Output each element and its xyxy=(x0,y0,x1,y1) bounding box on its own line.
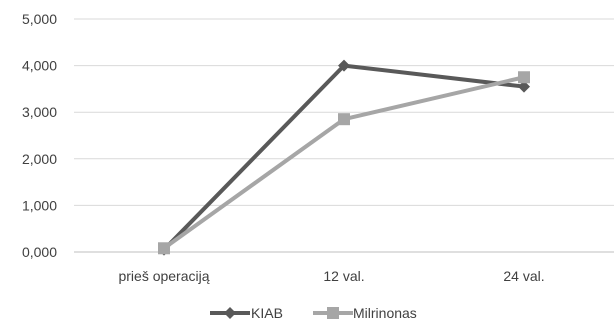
data-point-square xyxy=(158,242,170,255)
y-tick-label: 2,000 xyxy=(22,151,57,167)
x-tick-label: prieš operaciją xyxy=(118,268,209,284)
x-axis-tick-labels: prieš operaciją 12 val. 24 val. xyxy=(118,268,544,284)
legend: KIAB Milrinonas xyxy=(210,305,417,321)
x-tick-label: 12 val. xyxy=(323,268,364,284)
y-tick-label: 5,000 xyxy=(22,11,57,27)
legend-item-milrinonas: Milrinonas xyxy=(313,305,417,321)
legend-label: KIAB xyxy=(251,305,283,321)
data-point-diamond xyxy=(518,80,530,93)
series-milrinonas xyxy=(158,71,530,255)
y-tick-label: 1,000 xyxy=(22,197,57,213)
data-point-square xyxy=(518,71,530,84)
legend-marker xyxy=(327,307,339,319)
y-axis-tick-labels: 0,000 1,000 2,000 3,000 4,000 5,000 xyxy=(22,11,57,260)
series-layer xyxy=(158,59,530,256)
data-point-diamond xyxy=(338,59,350,72)
y-tick-label: 4,000 xyxy=(22,58,57,74)
data-point-square xyxy=(338,113,350,126)
series-line xyxy=(162,63,525,252)
series-line xyxy=(162,75,525,250)
legend-label: Milrinonas xyxy=(353,305,417,321)
x-tick-label: 24 val. xyxy=(503,268,544,284)
gridlines xyxy=(74,18,614,206)
y-tick-label: 3,000 xyxy=(22,104,57,120)
legend-item-kiab: KIAB xyxy=(210,305,283,321)
y-tick-label: 0,000 xyxy=(22,244,57,260)
legend-marker xyxy=(224,307,236,319)
